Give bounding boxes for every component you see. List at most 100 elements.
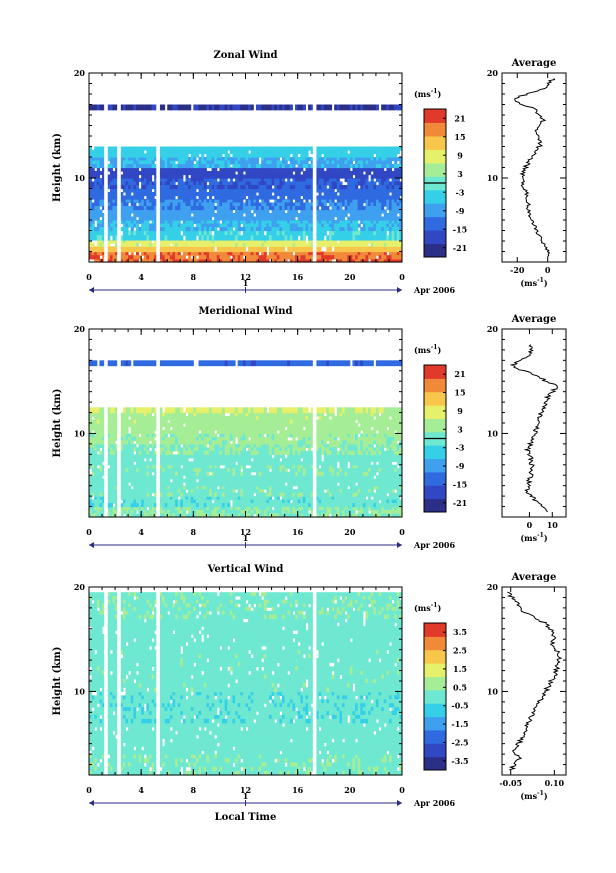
heatmap-cell <box>339 258 343 263</box>
heatmap-cell <box>375 146 380 151</box>
heatmap-cell <box>89 160 93 165</box>
heatmap-cell <box>331 185 335 190</box>
heatmap-cell <box>342 153 346 158</box>
heatmap-cell <box>336 216 340 221</box>
heatmap-cell <box>302 153 306 158</box>
heatmap-cell <box>302 499 306 504</box>
heatmap-cell <box>300 181 304 186</box>
heatmap-cell <box>255 188 260 193</box>
heatmap-cell <box>245 199 249 204</box>
heatmap-cell <box>349 239 353 244</box>
heatmap-cell <box>219 496 223 501</box>
heatmap-cell <box>300 258 304 263</box>
heatmap-cell <box>250 150 254 155</box>
heatmap-cell <box>91 216 95 221</box>
heatmap-cell <box>169 220 173 225</box>
heatmap-cell <box>381 513 385 518</box>
heatmap-cell <box>399 510 403 515</box>
heatmap-cell <box>383 503 387 508</box>
heatmap-cell <box>308 104 312 111</box>
heatmap-cell <box>388 496 393 501</box>
heatmap-cell <box>305 506 309 511</box>
heatmap-cell <box>240 192 244 197</box>
heatmap-cell <box>91 503 95 508</box>
heatmap-cell <box>315 178 320 183</box>
heatmap-cell <box>318 489 322 494</box>
heatmap-cell <box>396 167 400 172</box>
heatmap-cell <box>276 164 280 169</box>
heatmap-cell <box>368 246 372 253</box>
heatmap-cell <box>368 220 372 225</box>
heatmap-cell <box>268 185 273 190</box>
heatmap-cell <box>355 150 359 155</box>
heatmap-cell <box>164 153 168 158</box>
heatmap-cell <box>321 157 325 162</box>
heatmap-cell <box>151 164 155 169</box>
heatmap-cell <box>287 506 291 511</box>
heatmap-cell <box>302 255 306 260</box>
heatmap-cell <box>107 506 111 511</box>
heatmap-cell <box>172 246 176 253</box>
heatmap-cell <box>190 243 194 247</box>
heatmap-cell <box>146 157 150 162</box>
heatmap-cell <box>305 243 309 247</box>
heatmap-cell <box>122 492 127 497</box>
heatmap-cell <box>122 199 127 204</box>
heatmap-cell <box>381 485 385 490</box>
heatmap-cell <box>370 235 374 241</box>
heatmap-cell <box>237 489 241 494</box>
heatmap-cell <box>172 243 176 247</box>
heatmap-cell <box>261 167 265 172</box>
heatmap-cell <box>232 213 236 218</box>
heatmap-cell <box>146 230 150 236</box>
heatmap-cell <box>188 506 192 511</box>
heatmap-cell <box>255 223 260 228</box>
heatmap-cell <box>282 160 286 165</box>
heatmap-cell <box>318 243 322 247</box>
heatmap-cell <box>383 195 387 200</box>
heatmap-cell <box>378 195 382 200</box>
heatmap-cell <box>263 485 267 490</box>
heatmap-cell <box>195 513 200 518</box>
heatmap-cell <box>162 157 166 162</box>
heatmap-cell <box>250 192 254 197</box>
heatmap-cell <box>180 499 184 504</box>
heatmap-cell <box>292 209 296 214</box>
heatmap-cell <box>227 202 231 207</box>
heatmap-cell <box>391 492 395 497</box>
heatmap-cell <box>94 213 98 218</box>
heatmap-cell <box>193 209 197 214</box>
heatmap-cell <box>357 243 361 247</box>
heatmap-cell <box>336 489 340 494</box>
heatmap-cell <box>198 192 202 197</box>
heatmap-cell <box>349 195 353 200</box>
heatmap-cell <box>169 255 173 260</box>
heatmap-cell <box>180 503 184 508</box>
heatmap-cell <box>107 213 111 218</box>
heatmap-cell <box>391 485 395 490</box>
heatmap-cell <box>258 185 262 190</box>
heatmap-cell <box>396 209 400 214</box>
heatmap-cell <box>331 230 335 236</box>
heatmap-cell <box>201 239 205 244</box>
heatmap-cell <box>219 258 223 263</box>
heatmap-cell <box>102 485 106 490</box>
heatmap-cell <box>232 258 236 263</box>
heatmap-cell <box>177 104 181 111</box>
heatmap-cell <box>109 104 113 111</box>
heatmap-cell <box>336 167 340 172</box>
heatmap-cell <box>195 230 200 236</box>
heatmap-cell <box>190 185 194 190</box>
heatmap-cell <box>216 503 220 508</box>
heatmap-cell <box>295 178 299 183</box>
heatmap-cell <box>237 167 241 172</box>
data-gap <box>117 73 121 262</box>
heatmap-cell <box>362 150 366 155</box>
heatmap-cell <box>172 220 176 225</box>
heatmap-cell <box>381 199 385 204</box>
heatmap-cell <box>232 235 236 241</box>
heatmap-cell <box>268 206 273 211</box>
heatmap-cell <box>349 251 353 256</box>
heatmap-cell <box>378 209 382 214</box>
